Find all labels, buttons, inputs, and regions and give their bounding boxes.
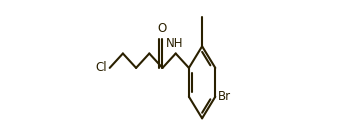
Text: NH: NH [166,37,183,50]
Text: Br: Br [218,90,231,103]
Text: O: O [158,23,167,36]
Text: Cl: Cl [96,61,107,74]
